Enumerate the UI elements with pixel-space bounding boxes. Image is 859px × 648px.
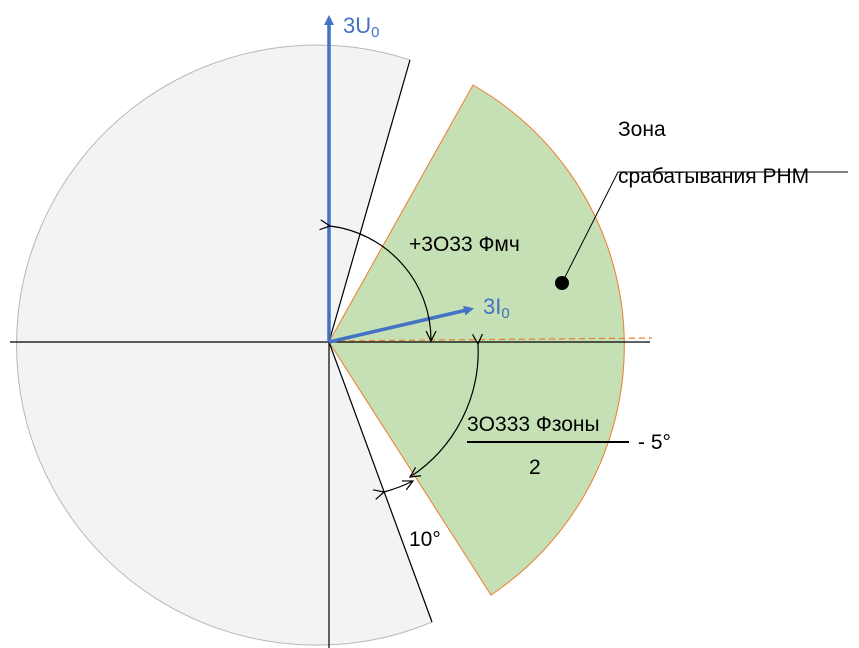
ten-degree-label: 10° [409, 528, 441, 551]
fzony-suffix: - 5° [638, 431, 671, 454]
zone-label-line2: срабатывания РНМ [618, 165, 809, 188]
ten-degree-arc [384, 481, 413, 492]
zone-pointer-line [561, 171, 619, 284]
fzony-angle-arc [410, 344, 478, 477]
fmch-angle-label: +3О33 Фмч [409, 233, 520, 256]
fmch-angle-arc [330, 226, 431, 341]
i0-label: 3I0 [483, 294, 510, 322]
u0-label: 3U0 [343, 13, 379, 41]
zone-label-line1: Зона [618, 118, 666, 141]
zone-pointer-dot [555, 276, 569, 290]
fzony-numerator: 3О333 Фзоны [467, 413, 600, 436]
fzony-denominator: 2 [529, 456, 541, 479]
